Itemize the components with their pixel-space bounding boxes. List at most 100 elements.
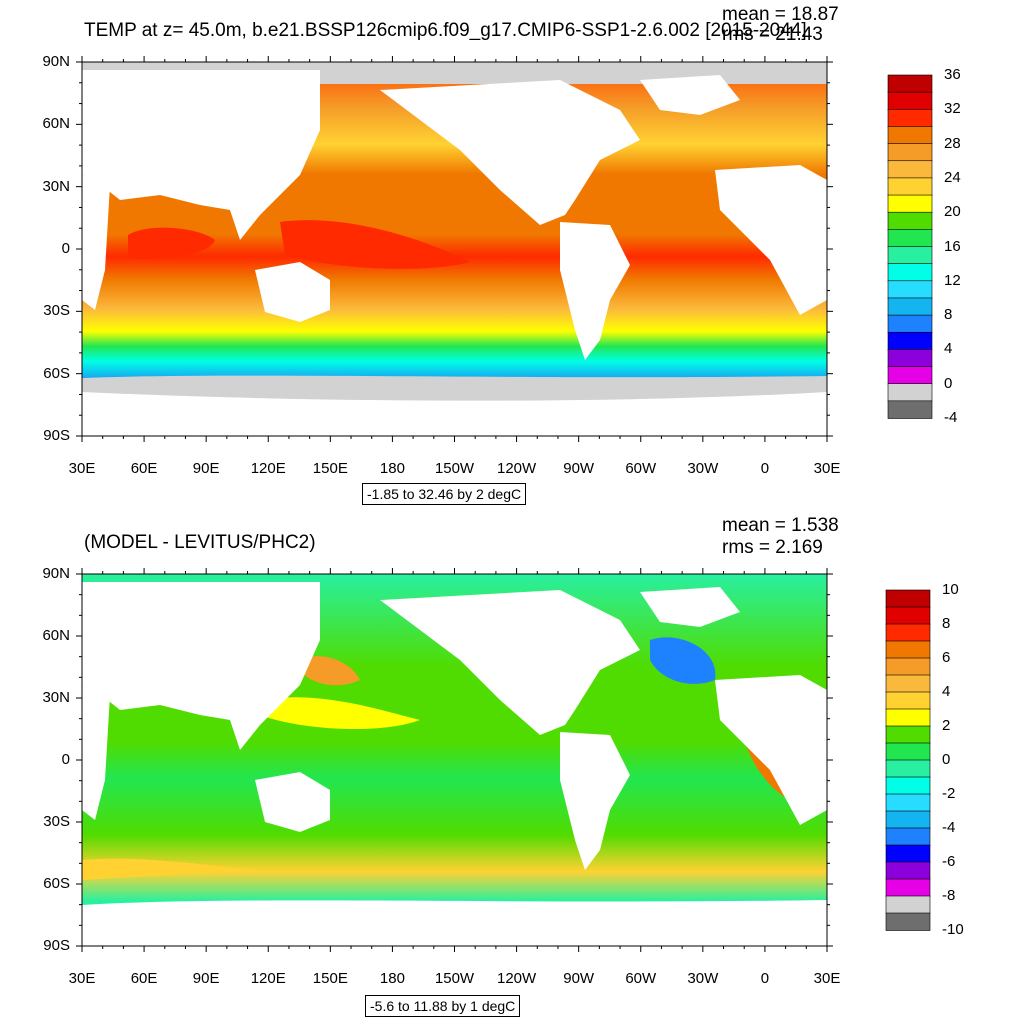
top-warm-pool-pacific bbox=[280, 220, 470, 269]
bottom-colorbar-swatch bbox=[885, 793, 931, 812]
top-land-africa-east bbox=[82, 175, 110, 310]
bottom-rms: rms = 2.169 bbox=[722, 537, 823, 558]
colorbars bbox=[885, 74, 933, 931]
top-lon-label: 90E bbox=[192, 460, 220, 477]
bottom-land-antarctica bbox=[82, 900, 827, 946]
top-lat-label: 30S bbox=[43, 302, 70, 320]
top-colorbar-swatch bbox=[887, 314, 933, 334]
top-land-south-america bbox=[560, 222, 630, 360]
top-colorbar-swatch bbox=[887, 160, 933, 179]
bottom-colorbar-label: 10 bbox=[942, 581, 959, 598]
bottom-colorbar-swatch bbox=[885, 742, 931, 761]
top-colorbar-label: 28 bbox=[944, 134, 961, 152]
top-colorbar-swatch bbox=[887, 109, 933, 128]
bottom-colorbar-swatch bbox=[885, 725, 931, 744]
bottom-anom-kuroshio bbox=[300, 656, 360, 686]
bottom-land-south-america bbox=[560, 732, 630, 870]
bottom-lat-label: 0 bbox=[61, 751, 70, 768]
bottom-lon-label: 90E bbox=[192, 970, 220, 987]
bottom-land-greenland bbox=[640, 587, 740, 627]
top-antarctic-shelf bbox=[82, 375, 827, 401]
bottom-colorbar-swatch bbox=[885, 827, 931, 846]
bottom-colorbar-swatch bbox=[885, 776, 931, 795]
top-lon-label: 150W bbox=[434, 460, 475, 477]
top-colorbar-label: 12 bbox=[944, 271, 961, 289]
top-colorbar-swatch bbox=[887, 349, 933, 368]
top-lat-label: 90S bbox=[43, 427, 70, 444]
top-colorbar-swatch bbox=[887, 74, 933, 93]
top-colorbar-swatch bbox=[887, 400, 933, 419]
bottom-land-north-america bbox=[380, 590, 640, 735]
top-colorbar-swatch bbox=[887, 383, 933, 402]
top-lon-label: 0 bbox=[760, 460, 770, 477]
top-colorbar-swatch bbox=[887, 297, 933, 316]
bottom-colorbar-label: 4 bbox=[942, 683, 951, 700]
bottom-lon-label: 60W bbox=[625, 970, 657, 987]
bottom-mean: mean = 1.538 bbox=[722, 515, 839, 536]
top-lon-label: 60W bbox=[625, 460, 657, 477]
top-land-australia bbox=[255, 262, 330, 322]
bottom-colorbar-swatch bbox=[885, 606, 931, 625]
bottom-colorbar-swatch bbox=[885, 810, 931, 829]
top-colorbar-label: -4 bbox=[944, 409, 958, 426]
top-rms: rms = 21.43 bbox=[722, 24, 823, 45]
bottom-colorbar-label: 6 bbox=[942, 649, 951, 666]
top-colorbar-swatch bbox=[887, 246, 933, 265]
top-lon-label: 60E bbox=[130, 460, 158, 477]
bottom-colorbar-swatch bbox=[885, 844, 931, 863]
top-colorbar-swatch bbox=[887, 126, 933, 145]
top-colorbar-swatch bbox=[887, 143, 933, 162]
top-colorbar-swatch bbox=[887, 331, 933, 351]
top-colorbar-label: 0 bbox=[944, 374, 953, 392]
top-lat-label: 30N bbox=[42, 177, 70, 195]
top-lon-label: 30E bbox=[813, 460, 841, 477]
bottom-colorbar-swatch bbox=[885, 674, 931, 693]
top-title: TEMP at z= 45.0m, b.e21.BSSP126cmip6.f09… bbox=[84, 20, 807, 41]
top-colorbar-label: 32 bbox=[944, 100, 961, 118]
top-lon-label: 120E bbox=[250, 460, 286, 477]
top-land-north-america bbox=[380, 80, 640, 225]
bottom-anom-southern-yellow bbox=[82, 858, 260, 880]
bottom-colorbar-swatch bbox=[885, 895, 931, 914]
top-lon-label: 180 bbox=[379, 460, 405, 477]
bottom-lon-label: 30E bbox=[68, 970, 96, 987]
bottom-lat-label: 60N bbox=[42, 627, 70, 644]
bottom-colorbar-swatch bbox=[885, 708, 931, 727]
top-colorbar-swatch bbox=[887, 211, 933, 231]
top-land-greenland bbox=[640, 75, 740, 115]
top-colorbar-swatch bbox=[887, 280, 933, 299]
bottom-colorbar-swatch bbox=[885, 912, 931, 931]
top-colorbar-label: 20 bbox=[944, 203, 961, 221]
top-warm-pool-indian bbox=[128, 227, 215, 260]
top-lon-label: 120W bbox=[496, 460, 537, 477]
top-colorbar-label: 4 bbox=[944, 340, 953, 358]
top-colorbar-swatch bbox=[887, 229, 933, 248]
top-map bbox=[82, 62, 827, 436]
bottom-land-africa-west bbox=[715, 675, 827, 825]
top-lon-label: 30E bbox=[68, 460, 96, 477]
bottom-colorbar-swatch bbox=[885, 691, 931, 710]
top-lat-label: 60N bbox=[42, 115, 70, 133]
bottom-lon-label: 30W bbox=[687, 970, 719, 987]
bottom-colorbar-swatch bbox=[885, 657, 931, 676]
bottom-lon-label: 180 bbox=[379, 970, 405, 987]
bottom-colorbar-swatch bbox=[885, 640, 931, 659]
top-lat-label: 60S bbox=[43, 364, 70, 382]
bottom-lon-label: 150E bbox=[312, 970, 348, 987]
bottom-lat-label: 30N bbox=[42, 689, 70, 706]
bottom-colorbar-label: -10 bbox=[942, 921, 964, 938]
top-contour-range-box: -1.85 to 32.46 by 2 degC bbox=[362, 483, 527, 505]
bottom-land-australia bbox=[255, 772, 330, 832]
axis-ticks bbox=[76, 56, 833, 952]
bottom-colorbar-swatch bbox=[885, 878, 931, 897]
bottom-colorbar-label: -4 bbox=[942, 819, 956, 836]
bottom-lon-label: 0 bbox=[760, 970, 770, 987]
bottom-land-africa-east bbox=[82, 685, 110, 820]
top-colorbar-swatch bbox=[887, 263, 933, 282]
bottom-lon-label: 120E bbox=[250, 970, 286, 987]
bottom-title: (MODEL - LEVITUS/PHC2) bbox=[84, 532, 316, 553]
bottom-contour-range-box: -5.6 to 11.88 by 1 degC bbox=[365, 995, 521, 1017]
top-land-africa-west bbox=[715, 165, 827, 315]
bottom-colorbar-label: -2 bbox=[942, 785, 956, 802]
